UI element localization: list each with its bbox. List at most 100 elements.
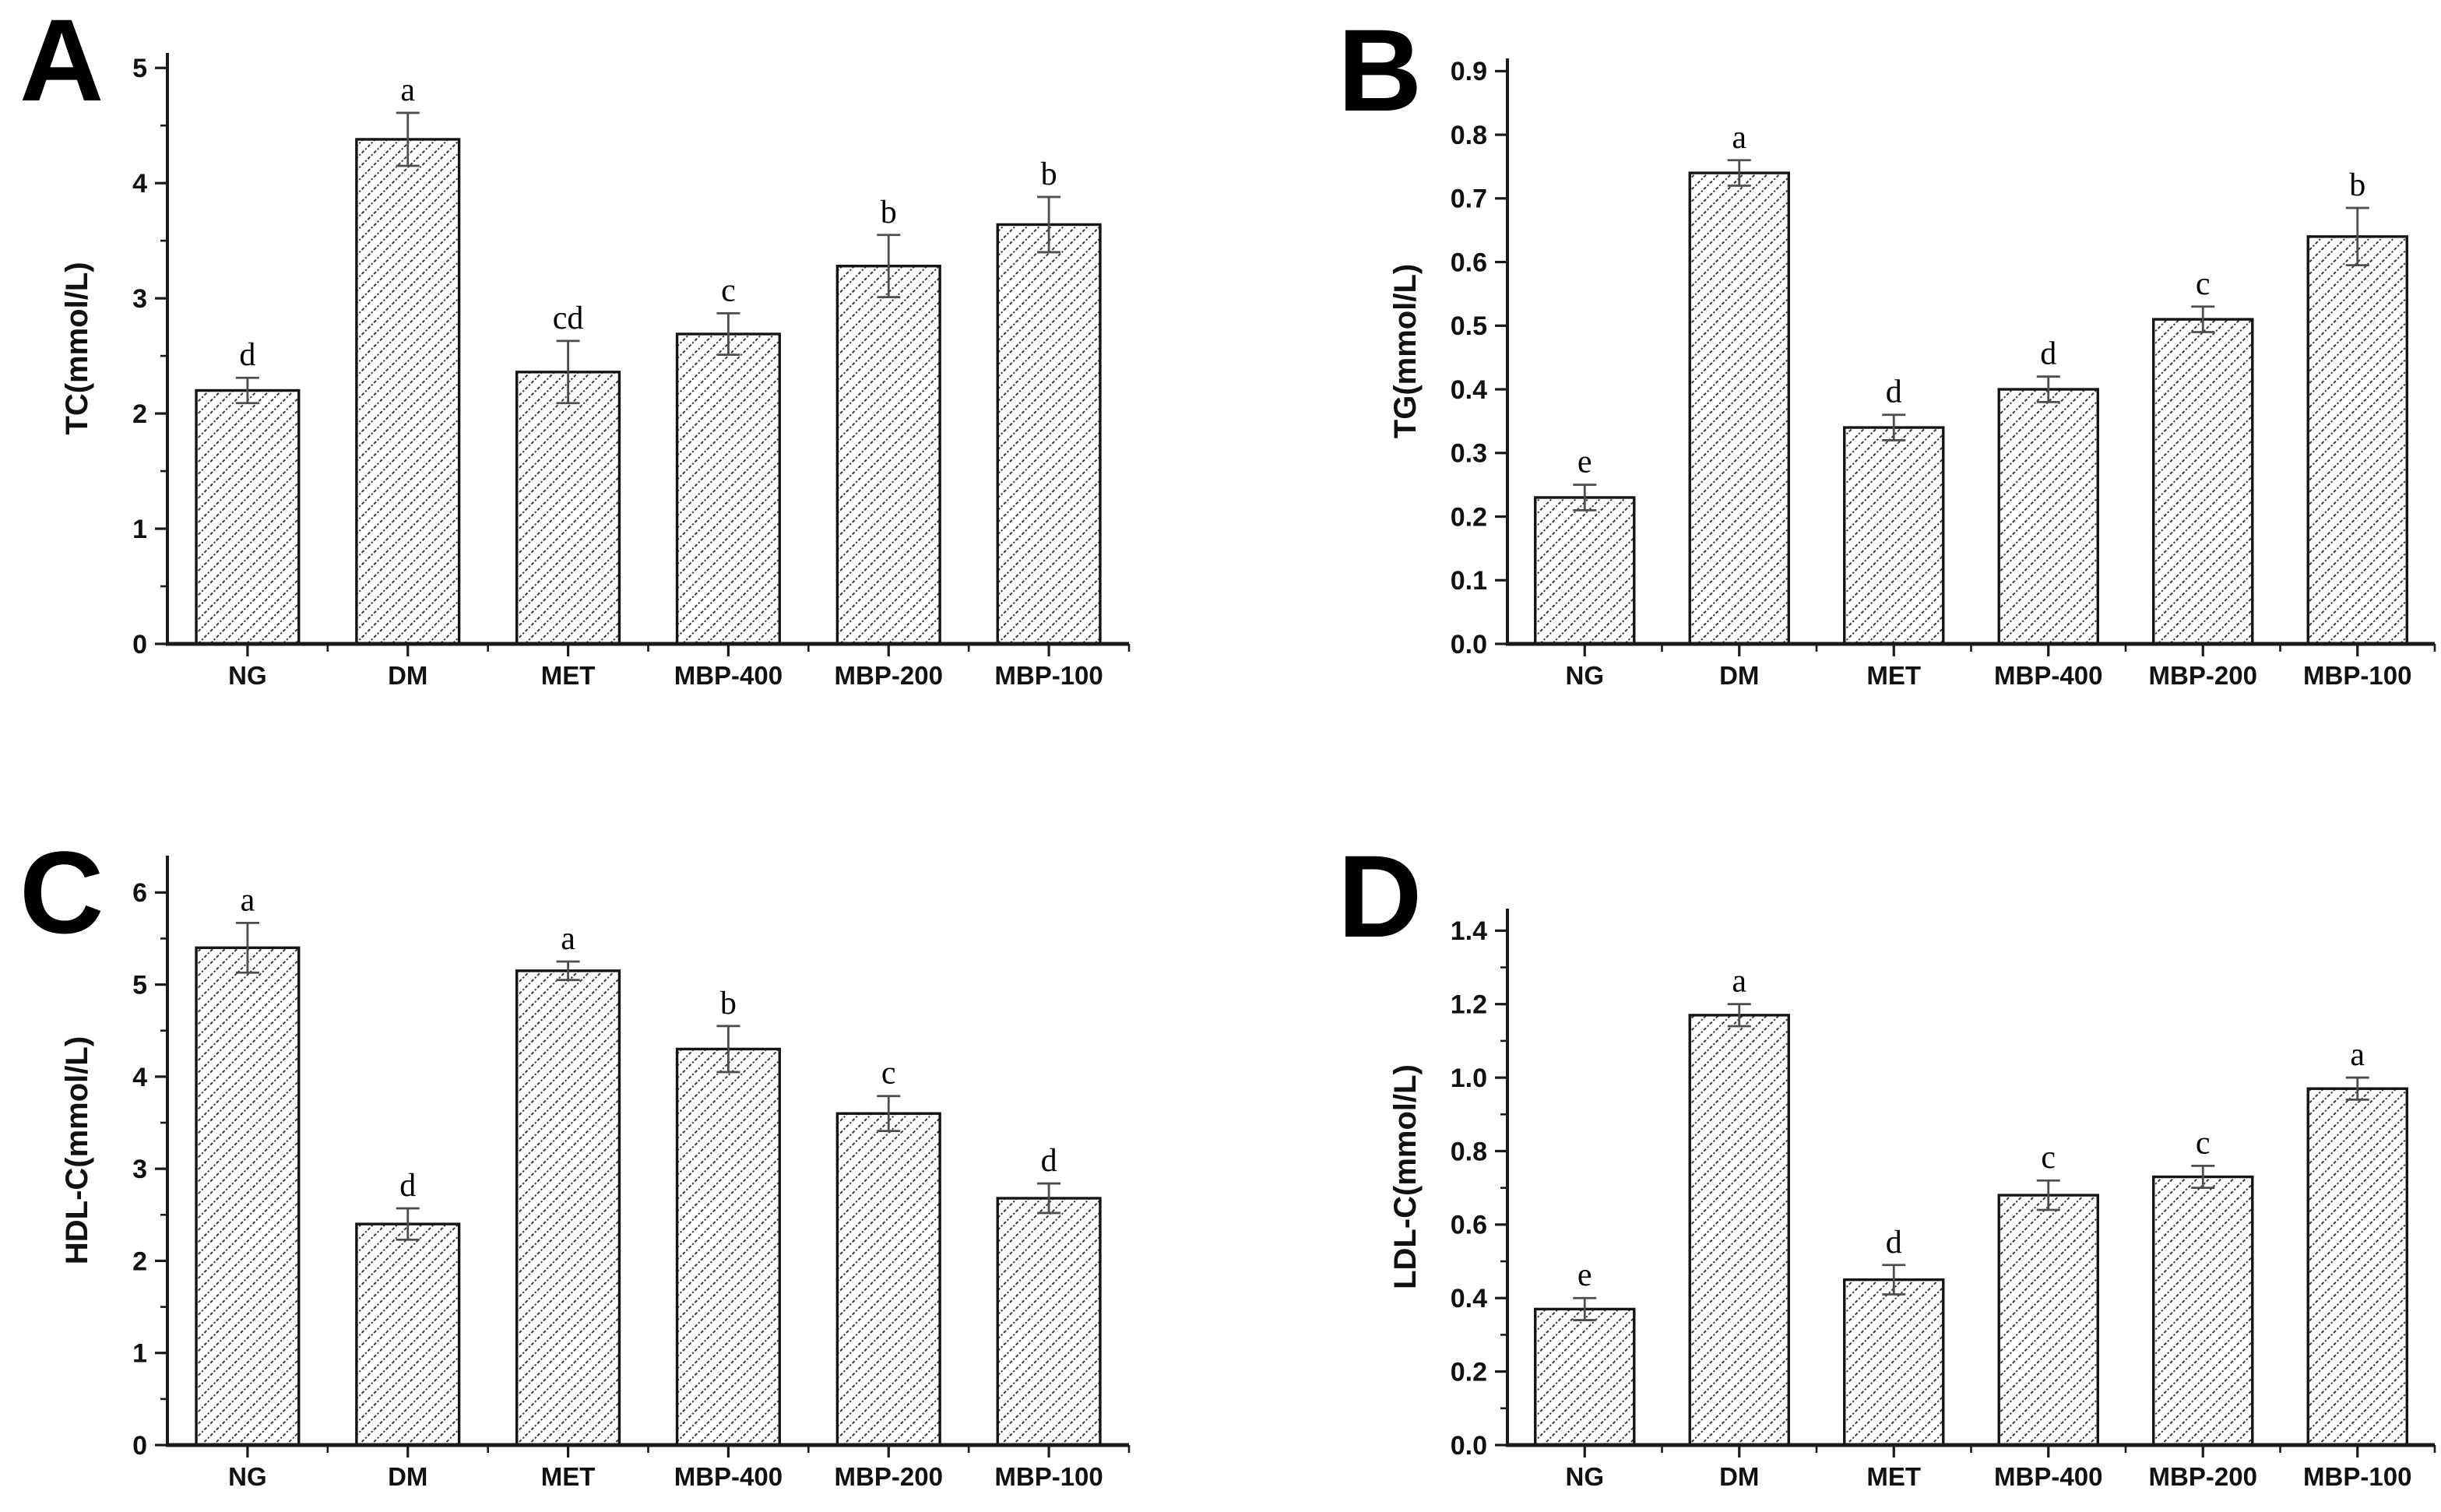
bar <box>835 265 941 645</box>
x-category-label: MET <box>541 661 596 690</box>
x-category-label: DM <box>388 661 427 690</box>
panel-letter-C: C <box>19 827 104 958</box>
error-bar <box>2345 1076 2369 1101</box>
x-category-label: DM <box>1719 1462 1759 1491</box>
sig-letter: c <box>721 273 736 308</box>
y-tick-label: 0.0 <box>1451 1431 1487 1461</box>
x-category-label: MBP-200 <box>2149 1462 2257 1491</box>
sig-letter: d <box>1886 1225 1902 1261</box>
sig-letter: a <box>1732 120 1746 156</box>
y-tick-label: 6 <box>132 878 147 908</box>
error-bar <box>716 311 740 357</box>
error-bar <box>1573 1296 1597 1321</box>
bar <box>355 138 461 645</box>
x-category-label: NG <box>1566 661 1605 690</box>
error-bar <box>235 921 259 974</box>
bar <box>1534 496 1636 645</box>
sig-letter: a <box>400 72 415 108</box>
y-axis-title: LDL-C(mmol/L) <box>1388 1064 1423 1289</box>
bar <box>835 1112 941 1447</box>
panel-D: D e a d c c a 0.0 0.2 0.4 0.6 0.8 1.0 1.2 1.4 NG DM MET M… <box>1221 756 2441 1512</box>
y-tick-label: 0.2 <box>1451 1358 1487 1387</box>
error-bar <box>2345 206 2369 267</box>
bar <box>1688 1014 1790 1447</box>
x-category-label: MBP-100 <box>2303 1462 2411 1491</box>
error-bar <box>716 1025 740 1074</box>
y-tick-label: 1.4 <box>1451 916 1487 946</box>
sig-letter: e <box>1578 445 1592 480</box>
x-category-label: MET <box>1866 661 1921 690</box>
y-tick-label: 1 <box>132 1339 147 1369</box>
bar <box>675 1047 781 1447</box>
panel-letter-B: B <box>1338 5 1422 135</box>
y-tick-label: 3 <box>132 284 147 314</box>
bar <box>1688 171 1790 645</box>
error-bar <box>1037 195 1061 254</box>
error-bar <box>2036 1179 2060 1211</box>
sig-letter: d <box>239 337 255 373</box>
sig-letter: b <box>1041 156 1057 192</box>
error-bar <box>1037 1182 1061 1215</box>
y-tick-label: 1.2 <box>1451 990 1487 1020</box>
x-category-label: MBP-100 <box>994 661 1103 690</box>
sig-letter: c <box>881 1056 896 1092</box>
y-tick-label: 0.8 <box>1451 1137 1487 1166</box>
x-category-label: MET <box>541 1462 596 1491</box>
error-bar <box>556 339 580 405</box>
error-bar <box>235 376 259 405</box>
x-category-label: MBP-400 <box>1994 1462 2102 1491</box>
y-tick-label: 0.3 <box>1451 439 1487 469</box>
bar <box>1843 426 1945 645</box>
y-axis-title: HDL-C(mmol/L) <box>60 1036 94 1264</box>
sig-letter: e <box>1578 1257 1592 1293</box>
x-category-label: NG <box>228 1462 267 1491</box>
y-tick-label: 0.7 <box>1451 185 1487 214</box>
bar <box>515 969 621 1447</box>
bar <box>2306 1087 2408 1447</box>
sig-letter: b <box>2349 167 2365 203</box>
x-category-label: MBP-400 <box>674 661 783 690</box>
bar <box>515 371 621 645</box>
error-bar <box>1727 1003 1751 1028</box>
error-bar <box>1882 413 1906 441</box>
sig-letter: a <box>561 921 575 957</box>
error-bar <box>2191 305 2215 333</box>
sig-letter: c <box>2196 1125 2211 1161</box>
bar <box>2306 235 2408 645</box>
y-axis-title: TC(mmol/L) <box>60 262 94 434</box>
x-category-label: MBP-200 <box>835 1462 943 1491</box>
y-tick-label: 4 <box>132 1063 147 1092</box>
y-tick-label: 2 <box>132 1247 147 1276</box>
x-category-label: DM <box>1719 661 1759 690</box>
x-category-label: MBP-400 <box>1994 661 2102 690</box>
error-bar <box>1882 1264 1906 1296</box>
y-tick-label: 1.0 <box>1451 1064 1487 1093</box>
x-category-label: MBP-200 <box>835 661 943 690</box>
bar-chart-LDL-C: e a d c c a 0.0 0.2 0.4 0.6 0.8 1.0 1.2 1.4 NG DM MET MBP… <box>1388 909 2436 1491</box>
sig-letter: b <box>881 195 897 230</box>
sig-letter: c <box>2196 266 2211 302</box>
error-bar <box>877 234 901 299</box>
y-tick-label: 1 <box>132 515 147 544</box>
bar <box>2152 1175 2254 1447</box>
x-category-label: MBP-100 <box>2303 661 2411 690</box>
sig-letter: a <box>2350 1037 2365 1073</box>
error-bar <box>1573 483 1597 512</box>
y-tick-label: 0.1 <box>1451 566 1487 596</box>
bar <box>2152 318 2254 645</box>
error-bar <box>396 111 420 167</box>
bar <box>195 946 301 1447</box>
y-tick-label: 0.4 <box>1451 375 1487 405</box>
sig-letter: cd <box>553 301 584 336</box>
y-tick-label: 4 <box>132 169 147 199</box>
error-bar <box>396 1207 420 1241</box>
x-category-label: MBP-400 <box>674 1462 783 1491</box>
y-tick-label: 5 <box>132 54 147 83</box>
panel-B: B e a d d c b 0.0 0.1 0.2 0.3 0.4 0.5 0.6 0.7 0.8 0.9 NG… <box>1221 0 2441 756</box>
bar <box>1997 1194 2099 1447</box>
y-tick-label: 5 <box>132 970 147 1000</box>
sig-letter: c <box>2041 1140 2056 1176</box>
x-category-label: MBP-200 <box>2149 661 2257 690</box>
panel-A: A d a cd c b b 0 1 2 3 4 5 NG DM MET MBP-400 MBP-200 MBP-… <box>0 0 1220 756</box>
